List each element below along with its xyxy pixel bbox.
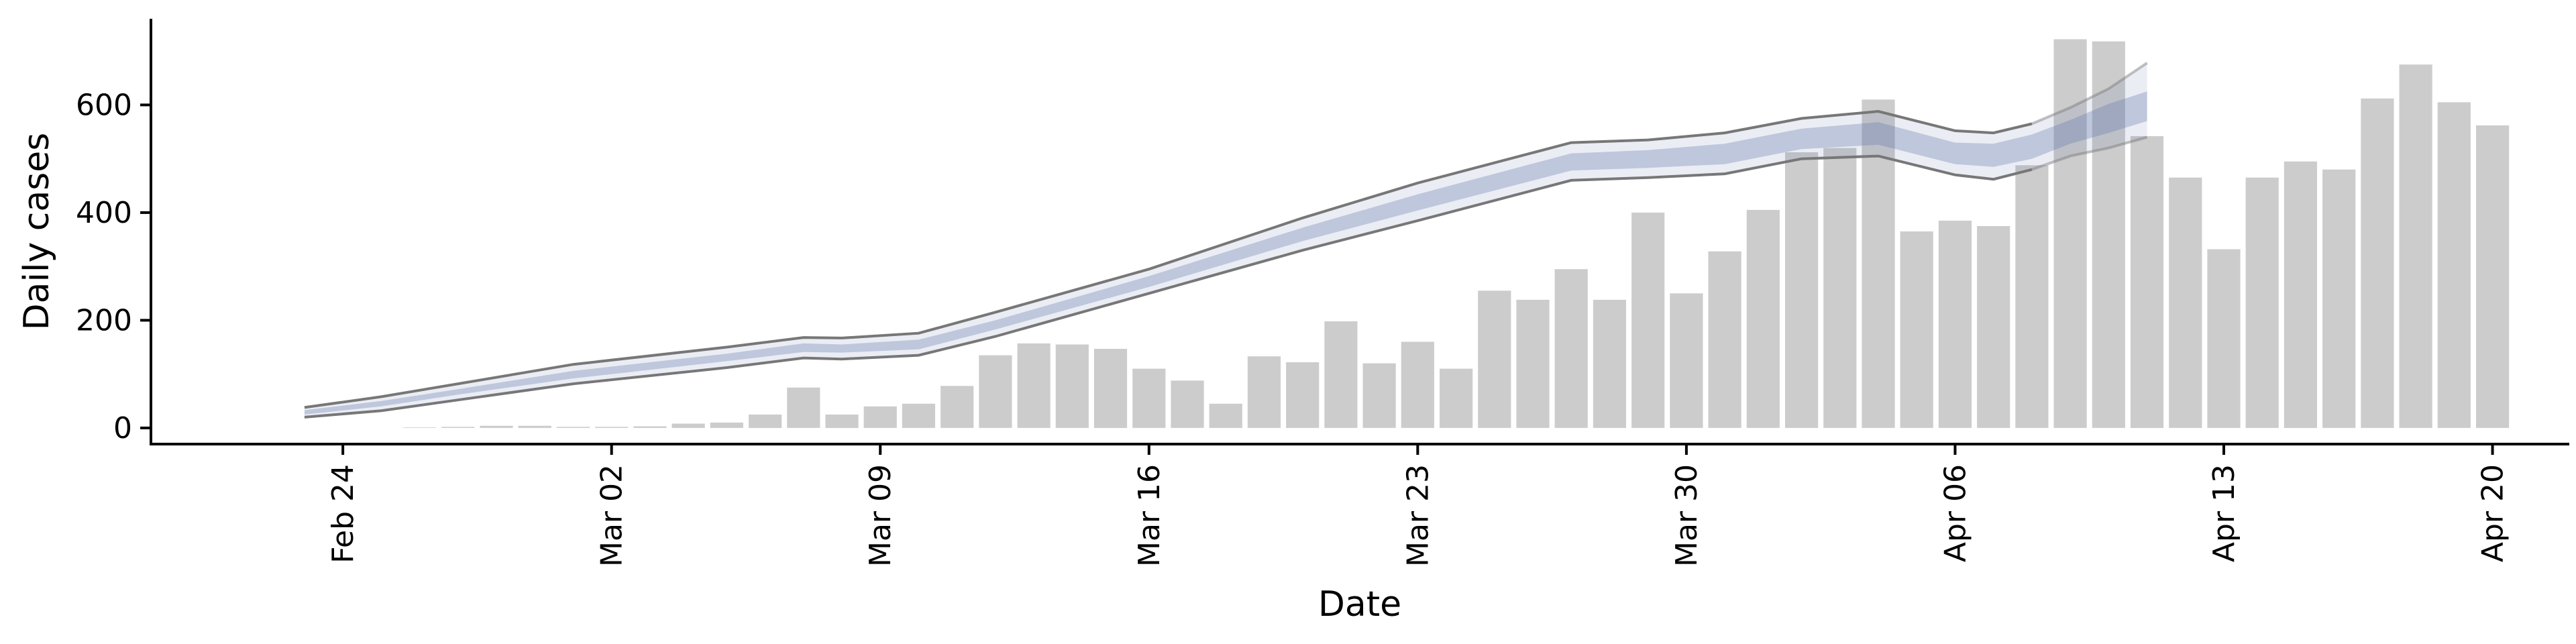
band-lower-line (304, 154, 2033, 419)
case-bar (902, 403, 935, 428)
case-bar (1631, 212, 1665, 428)
case-bar (1478, 290, 1511, 428)
case-bar (1746, 209, 1780, 428)
y-tick-label: 200 (76, 303, 132, 337)
case-bar (2476, 125, 2510, 428)
case-bar (672, 423, 705, 428)
case-bar (941, 386, 974, 428)
case-bar (2399, 64, 2432, 428)
case-bar (979, 355, 1012, 428)
case-bar (1247, 356, 1281, 428)
case-bar (441, 427, 475, 428)
case-bar (1708, 251, 1741, 428)
band-upper-line-recent (2031, 62, 2148, 125)
case-bar (2130, 136, 2164, 428)
case-bar (2322, 169, 2356, 428)
x-tick-label: Apr 20 (2476, 464, 2510, 562)
case-bar (1286, 362, 1320, 428)
case-bar (710, 422, 743, 428)
x-tick-label: Apr 06 (1938, 464, 1972, 562)
case-bar (2207, 249, 2241, 428)
case-bar (825, 414, 859, 428)
case-bar (1324, 321, 1358, 428)
bars-group (403, 39, 2510, 428)
case-bar (1093, 349, 1128, 428)
case-bar (595, 427, 629, 428)
case-bar (1362, 363, 1396, 428)
y-ticks-group: 0 200 400 600 (76, 88, 151, 445)
outer-band (304, 62, 2147, 417)
case-bar (1055, 344, 1089, 428)
case-bar (1823, 148, 1857, 428)
case-bar (480, 425, 513, 428)
case-bar (2245, 177, 2279, 428)
band-lower-line-recent (2031, 136, 2148, 171)
y-axis-title: Daily cases (17, 133, 57, 331)
case-bar (1900, 231, 1933, 428)
case-bar (2169, 177, 2202, 428)
case-bar (1670, 293, 1703, 428)
case-bar (633, 426, 667, 428)
case-bar (403, 427, 437, 428)
y-tick-label: 0 (113, 411, 132, 445)
case-bar (749, 414, 782, 428)
estimate-band-group (304, 62, 2148, 419)
y-tick-label: 600 (76, 88, 132, 122)
case-bar (1440, 368, 1473, 428)
case-bar (518, 425, 551, 428)
x-tick-label: Mar 23 (1401, 464, 1435, 567)
case-bar (1938, 220, 1972, 428)
case-bar (1516, 299, 1550, 428)
inner-band (304, 91, 2147, 415)
case-bar (1977, 226, 2010, 428)
case-bar (1785, 152, 1819, 428)
case-bar (1862, 99, 1895, 428)
x-tick-label: Mar 30 (1670, 464, 1704, 567)
x-tick-label: Feb 24 (326, 464, 360, 564)
case-bar (787, 387, 820, 428)
case-bar (556, 427, 590, 428)
x-tick-label: Mar 16 (1132, 464, 1167, 567)
band-upper-line (304, 109, 2033, 409)
x-tick-label: Mar 09 (863, 464, 898, 567)
x-axis-title: Date (1318, 584, 1401, 625)
case-bar (863, 406, 897, 428)
case-bar (2437, 102, 2471, 428)
case-bar (1132, 368, 1166, 428)
case-bar (1554, 269, 1588, 428)
x-ticks-group: Feb 24 Mar 02 Mar 09 Mar 16 Mar 23 Mar 30 Apr … (326, 444, 2510, 567)
case-bar (1171, 380, 1204, 428)
case-bar (2284, 161, 2317, 428)
case-bar (1593, 299, 1626, 428)
case-bar (1209, 403, 1242, 428)
case-bar (1017, 343, 1051, 428)
case-bar (2015, 165, 2049, 428)
x-tick-label: Mar 02 (595, 464, 629, 567)
y-tick-label: 400 (76, 196, 132, 230)
case-bar (2053, 39, 2087, 428)
case-bar (2092, 41, 2125, 428)
case-bar (1401, 341, 1434, 428)
x-tick-label: Apr 13 (2207, 464, 2241, 562)
case-bar (2361, 98, 2394, 428)
